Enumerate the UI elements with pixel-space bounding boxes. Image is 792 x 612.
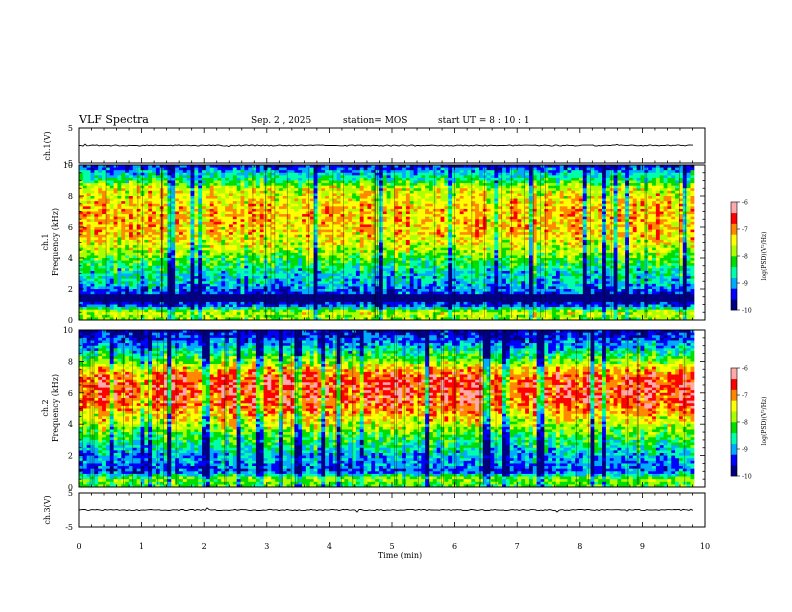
freq-tick-label: 8 (68, 192, 73, 201)
freq-tick-label: 10 (63, 326, 73, 335)
colorbar-tick-label: -10 (742, 308, 752, 315)
colorbar-swatch (731, 223, 737, 235)
volt-tick-label: 5 (68, 124, 73, 133)
colorbar-swatch (731, 432, 737, 444)
colorbar2-label: log(PSD)(V²/Hz) (761, 397, 768, 446)
colorbar-swatch (731, 422, 737, 434)
colorbar-swatch (731, 245, 737, 257)
x-tick-label: 4 (327, 542, 332, 551)
freq-tick-label: 0 (68, 483, 73, 492)
freq-tick-label: 0 (68, 316, 73, 325)
colorbar-swatch (731, 277, 737, 289)
colorbar-tick-label: -8 (742, 420, 748, 427)
start-time-label: start UT = 8 : 10 : 1 (438, 116, 530, 126)
station-label: station= MOS (343, 116, 407, 126)
colorbar-swatch (731, 266, 737, 278)
colorbar-swatch (731, 465, 737, 477)
colorbar-swatch (731, 378, 737, 390)
freq-tick-label: 2 (68, 452, 73, 461)
colorbar-swatch (731, 256, 737, 268)
colorbar-swatch (731, 389, 737, 401)
x-tick-label: 2 (202, 542, 207, 551)
x-tick-label: 3 (264, 542, 269, 551)
colorbar-swatch (731, 212, 737, 224)
x-tick-label: 5 (389, 542, 394, 551)
volt-tick-label: -5 (65, 159, 73, 168)
colorbar-swatch (731, 454, 737, 466)
x-tick-label: 9 (640, 542, 645, 551)
x-tick-label: 7 (515, 542, 520, 551)
volt-tick-label: -5 (65, 523, 73, 532)
colorbar-swatch (731, 443, 737, 455)
colorbar-tick-label: -10 (742, 474, 752, 481)
colorbar-tick-label: -7 (742, 393, 748, 400)
colorbar-tick-label: -6 (742, 200, 748, 207)
x-tick-label: 8 (577, 542, 582, 551)
ch3-waveform-trace (78, 507, 694, 513)
x-tick-label: 10 (700, 542, 710, 551)
colorbar-swatch (731, 202, 737, 214)
date-label: Sep. 2 , 2025 (251, 116, 311, 126)
x-axis-label: Time (min) (378, 551, 422, 560)
freq-tick-label: 4 (68, 420, 73, 429)
freq-tick-label: 6 (68, 389, 73, 398)
ch2-spec-ylabel-frequency: Frequency (kHz) (51, 374, 60, 442)
colorbar-tick-label: -7 (742, 227, 748, 234)
freq-tick-label: 8 (68, 357, 73, 366)
freq-tick-label: 4 (68, 254, 73, 263)
x-tick-label: 1 (139, 542, 144, 551)
colorbar-tick-label: -8 (742, 254, 748, 261)
colorbar-swatch (731, 234, 737, 246)
ch2-spec-ylabel-channel: ch.2 (41, 399, 50, 416)
ch1-spec-ylabel-frequency: Frequency (kHz) (51, 208, 60, 276)
ch2-spectrogram-image (79, 330, 705, 488)
freq-tick-label: 10 (63, 161, 73, 170)
colorbar-tick-label: -9 (742, 447, 748, 454)
colorbars: -6 -7 -8 -9 -10 -6 -7 -8 -9 -10 (730, 200, 752, 481)
ch1-spec-ylabel-channel: ch.1 (41, 233, 50, 250)
ch3-waveform-ylabel: ch.3(V) (43, 495, 52, 524)
volt-tick-label: 5 (68, 489, 73, 498)
colorbar-swatch (731, 400, 737, 412)
x-tick-label: 0 (76, 542, 81, 551)
freq-tick-label: 2 (68, 285, 73, 294)
ch1-waveform-ylabel: ch.1(V) (43, 131, 52, 160)
freq-tick-label: 6 (68, 223, 73, 232)
colorbar-swatch (731, 411, 737, 423)
ch1-waveform-trace (78, 143, 693, 148)
colorbar-swatch (731, 288, 737, 300)
colorbar-tick-label: -9 (742, 281, 748, 288)
colorbar-swatch (731, 299, 737, 311)
x-tick-label: 6 (452, 542, 457, 551)
colorbar-tick-label: -6 (742, 366, 748, 373)
colorbar-swatch (731, 368, 737, 380)
ch1-spectrogram-image (79, 165, 705, 321)
colorbar1-label: log(PSD)(V²/Hz) (761, 232, 768, 281)
figure-title: VLF Spectra (78, 113, 149, 126)
